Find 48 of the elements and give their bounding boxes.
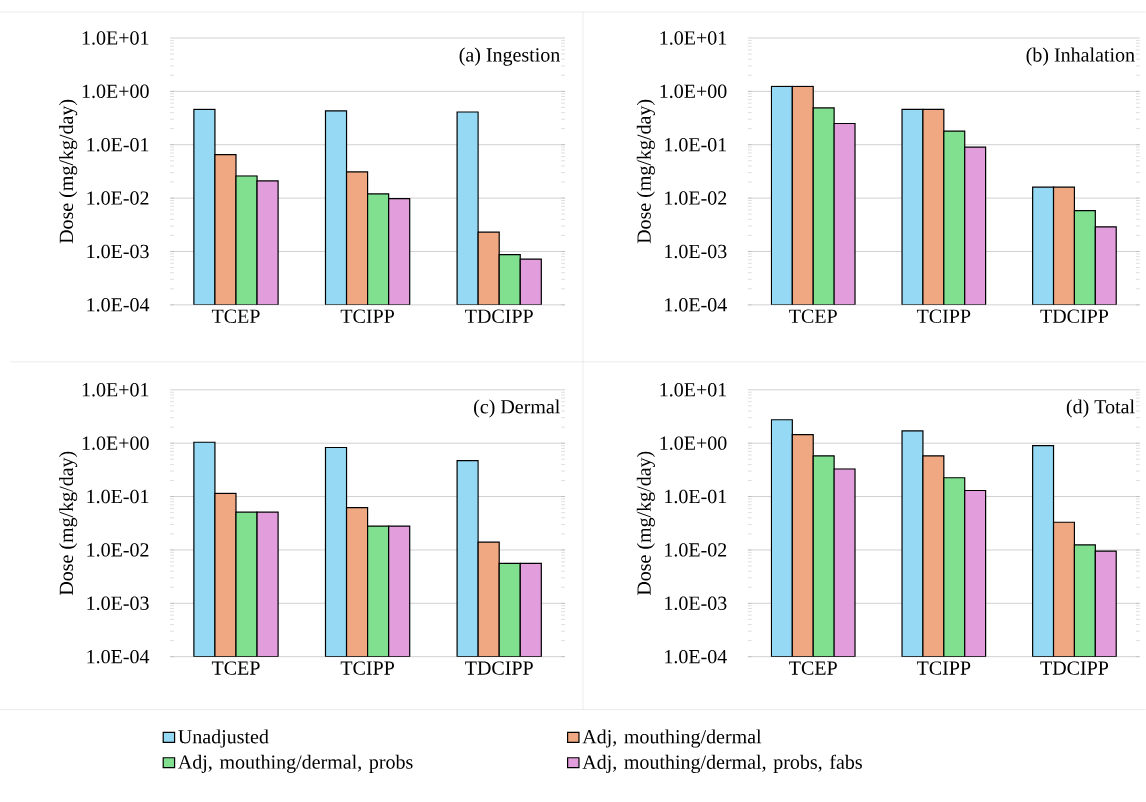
- legend-label: Unadjusted: [178, 729, 269, 748]
- y-tick-label: 1.0E-04: [665, 298, 727, 312]
- y-tick-label: 1.0E-03: [87, 596, 149, 611]
- x-tick-label: TDCIPP: [465, 309, 533, 324]
- x-tick-label: TCEP: [789, 661, 837, 675]
- legend-label: Adj, mouthing/dermal, probs, fabs: [582, 754, 862, 774]
- y-tick-label: 1.0E-04: [87, 298, 150, 312]
- x-tick-label: TCEP: [211, 661, 260, 675]
- y-tick-label: 1.0E-03: [87, 244, 149, 259]
- y-axis-title: Dose (mg/kg/day): [59, 100, 78, 244]
- chart-title: (c) Dermal: [474, 399, 560, 418]
- y-axis-title: Dose (mg/kg/day): [636, 100, 655, 244]
- y-tick-label: 1.0E+00: [82, 84, 149, 99]
- y-tick-label: 1.0E+00: [82, 436, 149, 451]
- y-tick-label: 1.0E+00: [660, 84, 727, 99]
- x-tick-label: TCIPP: [340, 309, 394, 324]
- legend-label: Adj, mouthing/dermal, probs: [178, 754, 413, 774]
- y-tick-label: 1.0E-01: [87, 489, 149, 504]
- x-tick-label: TDCIPP: [465, 661, 533, 675]
- y-tick-label: 1.0E-03: [665, 244, 727, 259]
- legend-label: Adj, mouthing/dermal: [582, 729, 762, 748]
- y-tick-label: 1.0E-03: [665, 596, 727, 611]
- y-tick-label: 1.0E-01: [665, 489, 727, 504]
- y-tick-label: 1.0E+01: [660, 383, 727, 397]
- y-tick-label: 1.0E-01: [665, 138, 727, 152]
- y-tick-label: 1.0E+00: [660, 436, 727, 451]
- y-tick-label: 1.0E-02: [665, 191, 727, 206]
- y-tick-label: 1.0E-01: [87, 138, 149, 152]
- x-tick-label: TCIPP: [340, 661, 394, 675]
- y-tick-label: 1.0E-02: [87, 191, 149, 206]
- y-tick-label: 1.0E-04: [665, 650, 727, 664]
- y-axis-title: Dose (mg/kg/day): [636, 451, 655, 596]
- y-tick-label: 1.0E+01: [82, 383, 149, 397]
- y-axis-title: Dose (mg/kg/day): [59, 451, 78, 596]
- y-tick-label: 1.0E+01: [660, 31, 727, 45]
- x-tick-label: TCIPP: [916, 309, 971, 324]
- y-tick-label: 1.0E-02: [87, 543, 149, 557]
- x-tick-label: TCIPP: [916, 661, 971, 675]
- y-tick-label: 1.0E+01: [82, 31, 149, 45]
- y-tick-label: 1.0E-02: [665, 543, 727, 557]
- chart-title: (d) Total: [1066, 399, 1135, 418]
- chart-title: (b) Inhalation: [1026, 47, 1135, 66]
- x-tick-label: TCEP: [789, 309, 837, 324]
- x-tick-label: TDCIPP: [1040, 309, 1109, 324]
- y-tick-label: 1.0E-04: [87, 650, 150, 664]
- x-tick-label: TDCIPP: [1040, 661, 1109, 675]
- x-tick-label: TCEP: [211, 309, 260, 324]
- chart-title: (a) Ingestion: [459, 47, 560, 66]
